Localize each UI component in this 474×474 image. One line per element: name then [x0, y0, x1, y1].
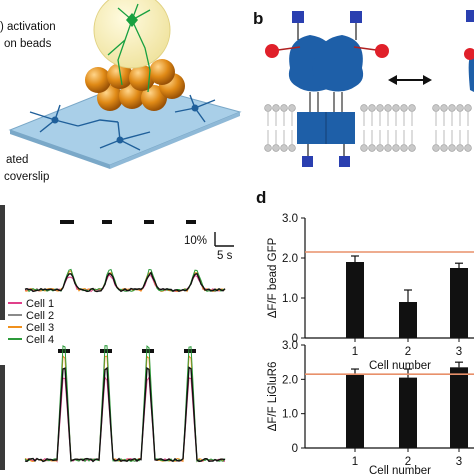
x-tick-label: 3 — [456, 456, 462, 468]
scale-bar: 10% 5 s — [184, 232, 234, 262]
intracellular-tags — [302, 144, 350, 167]
legend-label-2: Cell 2 — [26, 310, 54, 322]
membrane-bilayer — [264, 104, 472, 152]
legend-label-1: Cell 1 — [26, 298, 54, 310]
y-tick-label: 3.0 — [282, 213, 298, 225]
panel-a: ) activation on beads ated coverslip — [0, 0, 242, 183]
red-ligand-right — [375, 44, 389, 58]
y-axis-label: ΔF/F LiGluR6 — [267, 362, 279, 432]
x-axis-label: Cell number — [369, 465, 431, 474]
panel-b: b — [253, 9, 474, 167]
scale-x-label: 5 s — [217, 250, 233, 262]
bar-cell-3 — [450, 268, 468, 338]
bar-chart-gfp: 0 1.0 2.0 3.0 1 2 3 Cell number ΔF/F bead GFP — [267, 213, 474, 372]
legend-label-3: Cell 3 — [26, 322, 54, 334]
x-tick-label: 2 — [405, 456, 411, 468]
panel-a-caption-1: ) activation — [0, 21, 56, 33]
panel-b-label: b — [253, 9, 263, 28]
red-ligand-left — [265, 44, 279, 58]
ligand-left — [265, 11, 389, 58]
panel-a-caption-3: ated — [6, 154, 28, 166]
x-tick-label: 3 — [456, 346, 462, 358]
green-soma — [126, 13, 138, 27]
x-tick-label: 1 — [352, 346, 358, 358]
stimulus-bars-bottom — [58, 349, 196, 353]
legend-label-4: Cell 4 — [26, 334, 54, 346]
coverslip-edge-right — [110, 112, 240, 169]
bar-cell-3 — [450, 367, 468, 448]
x-tick-label: 1 — [352, 456, 358, 468]
stimulus-bars-top — [60, 220, 196, 224]
blue-tag-left — [292, 11, 304, 23]
bar-cell-1 — [346, 374, 364, 448]
trace-cell-2 — [24, 366, 226, 463]
panel-a-caption-2: on beads — [4, 38, 52, 50]
y-axis-label: ΔF/F bead GFP — [267, 237, 279, 318]
traces-bottom — [24, 345, 226, 463]
y-tick-label: 1.0 — [282, 293, 298, 305]
bar-cell-2 — [399, 302, 417, 338]
blue-tag-right — [350, 11, 362, 23]
y-tick-label: 0 — [292, 333, 298, 345]
y-tick-label: 0 — [292, 443, 298, 455]
trace-cell-4 — [24, 345, 226, 463]
panel-a-caption-4: coverslip — [4, 171, 49, 183]
trace-cell-3 — [24, 354, 226, 463]
image-strip-bottom — [0, 365, 5, 470]
traces-top — [24, 268, 226, 293]
y-tick-label: 2.0 — [282, 253, 298, 265]
y-tick-label: 2.0 — [282, 374, 298, 386]
trace-cell-2 — [24, 271, 226, 293]
green-neuron — [107, 3, 151, 93]
double-arrow — [388, 75, 432, 85]
coverslip-edge — [10, 130, 110, 169]
scale-y-label: 10% — [184, 235, 207, 247]
panel-d-label: d — [256, 188, 266, 207]
large-bead — [93, 0, 171, 69]
y-tick-label: 1.0 — [282, 409, 298, 421]
x-axis-label: Cell number — [369, 360, 431, 372]
bar-chart-liglur: 0 1.0 2.0 3.0 1 2 3 Cell number ΔF/F LiGluR6 — [267, 340, 474, 474]
neuron-somas — [51, 104, 199, 144]
receptor-right-partial — [464, 10, 474, 92]
y-tick-label: 3.0 — [282, 340, 298, 352]
beads — [85, 59, 185, 111]
bar-cell-1 — [346, 262, 364, 338]
bar-cell-2 — [399, 377, 417, 448]
x-tick-label: 2 — [405, 346, 411, 358]
receptor-left — [288, 35, 364, 144]
neuron-network — [29, 94, 216, 151]
image-strip-top — [0, 205, 5, 320]
